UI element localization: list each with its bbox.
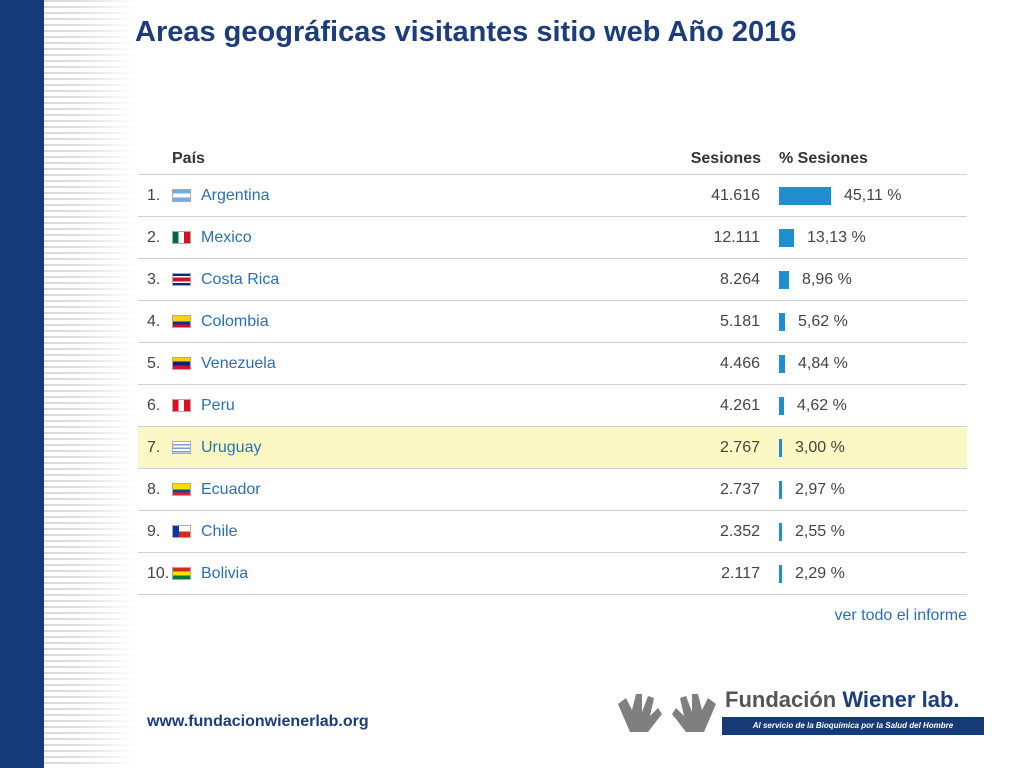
sessions-value: 41.616 — [711, 187, 760, 204]
country-link[interactable]: Peru — [201, 397, 235, 414]
table-row[interactable]: 6. Peru 4.261 4,62 % — [138, 385, 967, 427]
logo-name-part1: Fundación — [725, 687, 843, 712]
table-row[interactable]: 2. Mexico 12.111 13,13 % — [138, 217, 967, 259]
percent-value: 4,62 % — [797, 397, 847, 414]
flag-icon — [172, 399, 191, 412]
sessions-value: 2.352 — [719, 523, 760, 540]
flag-icon — [172, 483, 191, 496]
logo-tagline: Al servicio de la Bioquímica por la Salu… — [722, 717, 984, 735]
flag-icon — [172, 357, 191, 370]
row-rank: 8. — [147, 481, 161, 498]
percent-value: 3,00 % — [795, 439, 845, 456]
table-row[interactable]: 7. Uruguay 2.767 3,00 % — [138, 427, 967, 469]
fundacion-wiener-logo: Fundación Wiener lab. Al servicio de la … — [612, 684, 984, 740]
table-row[interactable]: 4. Colombia 5.181 5,62 % — [138, 301, 967, 343]
country-link[interactable]: Argentina — [201, 187, 270, 204]
hands-logo-icon — [618, 694, 716, 732]
country-link[interactable]: Venezuela — [201, 355, 276, 372]
percent-bar — [779, 187, 831, 205]
country-link[interactable]: Uruguay — [201, 439, 262, 456]
flag-icon — [172, 189, 191, 202]
percent-bar — [779, 271, 789, 289]
header-country[interactable]: País — [172, 150, 205, 167]
table-row[interactable]: 9. Chile 2.352 2,55 % — [138, 511, 967, 553]
view-full-report-link[interactable]: ver todo el informe — [834, 607, 967, 624]
side-stripes-decoration — [44, 0, 136, 768]
table-header: País Sesiones % Sesiones — [138, 146, 967, 175]
row-rank: 3. — [147, 271, 161, 288]
row-rank: 1. — [147, 187, 161, 204]
row-rank: 7. — [147, 439, 161, 456]
flag-icon — [172, 273, 191, 286]
row-rank: 2. — [147, 229, 161, 246]
sessions-value: 5.181 — [719, 313, 760, 330]
flag-icon — [172, 315, 191, 328]
percent-bar — [779, 439, 782, 457]
row-rank: 10. — [147, 565, 170, 582]
country-link[interactable]: Bolivia — [201, 565, 249, 582]
header-percent-sessions[interactable]: % Sesiones — [779, 150, 868, 167]
sessions-value: 8.264 — [719, 271, 760, 288]
sessions-value: 12.111 — [713, 229, 760, 246]
row-rank: 4. — [147, 313, 161, 330]
table-row[interactable]: 3. Costa Rica 8.264 8,96 % — [138, 259, 967, 301]
header-sessions[interactable]: Sesiones — [690, 150, 761, 167]
table-row[interactable]: 10. Bolivia 2.117 2,29 % — [138, 553, 967, 595]
row-rank: 5. — [147, 355, 161, 372]
percent-value: 4,84 % — [798, 355, 848, 372]
flag-icon — [172, 441, 191, 454]
website-url: www.fundacionwienerlab.org — [147, 713, 369, 730]
percent-value: 5,62 % — [798, 313, 848, 330]
table-body: 1. Argentina 41.616 45,11 % 2. Mexico 12.111 13… — [138, 175, 967, 595]
sessions-value: 4.261 — [719, 397, 760, 414]
sessions-value: 2.117 — [721, 565, 760, 582]
percent-bar — [779, 313, 785, 331]
country-link[interactable]: Ecuador — [201, 481, 261, 498]
page-title: Areas geográficas visitantes sitio web A… — [135, 16, 797, 48]
logo-name: Fundación Wiener lab. — [725, 687, 960, 713]
percent-bar — [779, 523, 782, 541]
country-link[interactable]: Chile — [201, 523, 238, 540]
flag-icon — [172, 525, 191, 538]
countries-report-table: País Sesiones % Sesiones 1. Argentina 41.6… — [138, 146, 967, 595]
percent-value: 45,11 % — [844, 187, 902, 204]
table-row[interactable]: 1. Argentina 41.616 45,11 % — [138, 175, 967, 217]
percent-bar — [779, 229, 794, 247]
flag-icon — [172, 231, 191, 244]
country-link[interactable]: Colombia — [201, 313, 269, 330]
percent-bar — [779, 481, 782, 499]
percent-value: 2,29 % — [795, 565, 845, 582]
percent-value: 2,55 % — [795, 523, 845, 540]
table-row[interactable]: 5. Venezuela 4.466 4,84 % — [138, 343, 967, 385]
sessions-value: 2.767 — [719, 439, 760, 456]
country-link[interactable]: Costa Rica — [201, 271, 280, 288]
row-rank: 6. — [147, 397, 161, 414]
percent-bar — [779, 565, 782, 583]
flag-icon — [172, 567, 191, 580]
country-link[interactable]: Mexico — [201, 229, 252, 246]
table-row[interactable]: 8. Ecuador 2.737 2,97 % — [138, 469, 967, 511]
percent-value: 8,96 % — [802, 271, 852, 288]
logo-name-part2: Wiener lab. — [842, 687, 960, 712]
row-rank: 9. — [147, 523, 161, 540]
percent-value: 13,13 % — [807, 229, 866, 246]
sessions-value: 2.737 — [719, 481, 760, 498]
side-band — [0, 0, 44, 768]
sessions-value: 4.466 — [719, 355, 760, 372]
percent-bar — [779, 355, 785, 373]
percent-value: 2,97 % — [795, 481, 845, 498]
percent-bar — [779, 397, 784, 415]
